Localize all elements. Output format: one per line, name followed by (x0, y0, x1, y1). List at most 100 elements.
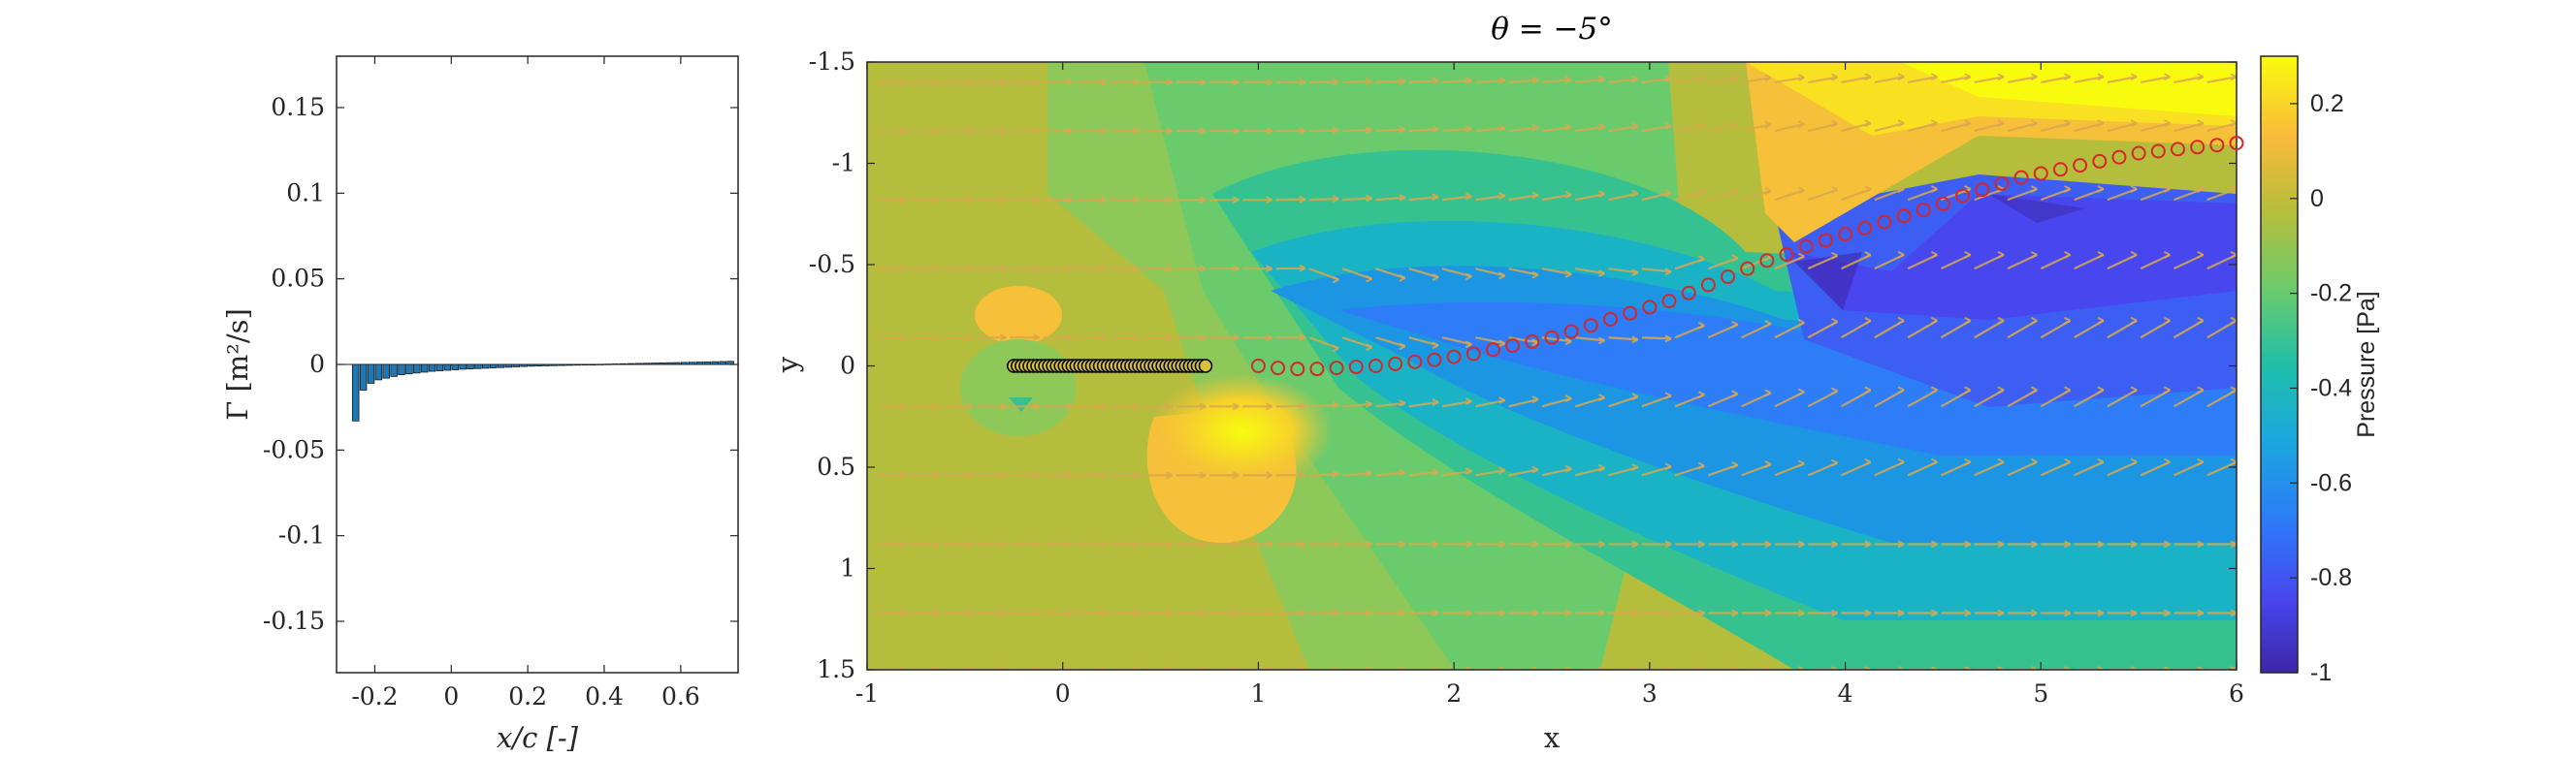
velocity-arrow (1508, 398, 1539, 408)
velocity-arrow (1475, 194, 1505, 202)
velocity-arrow (1608, 268, 1638, 274)
velocity-arrow-head (1864, 386, 1872, 394)
velocity-arrow-head (1332, 540, 1339, 549)
velocity-arrow-head (1465, 124, 1472, 133)
plate-marker (1198, 359, 1213, 373)
wake-marker (1446, 349, 1462, 364)
velocity-arrow-head (1432, 125, 1439, 133)
x-tick-label: 6 (2229, 679, 2244, 708)
velocity-arrow-head (1365, 126, 1372, 134)
velocity-arrow-head (1132, 127, 1140, 135)
field-y-label: y (771, 356, 804, 373)
velocity-arrow (1874, 122, 1905, 133)
velocity-arrow-head (966, 265, 974, 273)
wake-marker (1935, 196, 1950, 211)
x-tick-label: 1 (1250, 679, 1266, 708)
colorbar-tick-label: -0.6 (2310, 469, 2352, 496)
velocity-arrow-head (2097, 386, 2105, 394)
velocity-arrow-head (1199, 265, 1207, 273)
velocity-arrow-head (1731, 121, 1739, 129)
wake-marker (1994, 175, 2010, 191)
velocity-arrow-head (1132, 196, 1140, 205)
velocity-arrow (1308, 129, 1339, 133)
velocity-arrow-head (1465, 540, 1472, 549)
velocity-arrow-head (1731, 460, 1739, 469)
circulation-bar (474, 363, 482, 369)
velocity-arrow-head (1498, 124, 1506, 133)
velocity-arrow-head (1498, 396, 1506, 404)
velocity-arrow-head (966, 540, 974, 549)
velocity-arrow (1342, 472, 1372, 477)
velocity-arrow (1608, 78, 1638, 83)
y-tick-label: -0.5 (809, 250, 855, 278)
velocity-arrow-head (2197, 386, 2205, 394)
velocity-arrow-head (1365, 343, 1372, 352)
velocity-arrow-head (1232, 540, 1240, 549)
velocity-arrow (1342, 402, 1372, 408)
velocity-arrow-head (1332, 126, 1339, 135)
velocity-arrow-head (1299, 332, 1306, 341)
y-tick-label: 0 (840, 352, 855, 380)
velocity-arrow-head (2064, 609, 2071, 617)
circulation-bar (550, 363, 559, 366)
circulation-bar (528, 363, 535, 367)
circulation-bar (642, 363, 651, 365)
circulation-bar (589, 363, 596, 366)
y-tick-label: 0.15 (271, 93, 325, 121)
velocity-arrow-head (2197, 609, 2205, 617)
wake-marker (1368, 359, 1383, 373)
velocity-arrow-head (1199, 333, 1207, 342)
wake-marker (2229, 136, 2244, 151)
velocity-arrow-head (1332, 470, 1339, 479)
circulation-bar (504, 363, 513, 368)
circulation-bar (581, 363, 590, 366)
circulation-bar (627, 363, 635, 365)
velocity-arrow-head (1399, 399, 1406, 407)
velocity-arrow-head (1930, 386, 1938, 394)
velocity-arrow (1475, 398, 1505, 408)
velocity-arrow (1741, 123, 1772, 133)
wake-marker (1525, 333, 1540, 349)
velocity-arrow-head (933, 540, 941, 549)
velocity-arrow (2041, 122, 2071, 133)
velocity-arrow (1575, 336, 1605, 342)
velocity-arrow-head (1631, 122, 1639, 131)
velocity-arrow-head (1831, 458, 1838, 467)
velocity-arrow (2007, 122, 2038, 133)
velocity-arrow (1974, 122, 2005, 133)
velocity-arrow-head (1964, 250, 1972, 259)
velocity-arrow-head (1831, 609, 1838, 617)
velocity-arrow (1408, 470, 1439, 477)
velocity-arrow-head (1797, 186, 1805, 195)
velocity-arrow-head (1465, 272, 1472, 281)
velocity-arrow-head (999, 79, 1007, 86)
velocity-arrow-head (933, 265, 941, 273)
velocity-arrow-head (2130, 540, 2138, 549)
velocity-arrow (2206, 76, 2237, 83)
velocity-arrow-head (966, 471, 974, 480)
velocity-arrow-head (1232, 127, 1240, 135)
velocity-arrow-head (999, 402, 1007, 411)
velocity-arrow-head (1066, 79, 1074, 86)
velocity-arrow-head (1831, 540, 1838, 549)
velocity-arrow-head (1664, 188, 1672, 197)
velocity-arrow-head (999, 333, 1007, 342)
wake-marker (2013, 170, 2029, 185)
wake-marker (1603, 311, 1619, 327)
velocity-arrow-head (1166, 127, 1174, 135)
x-tick-label: 2 (1446, 679, 1462, 708)
velocity-arrow-head (1964, 119, 1972, 128)
x-tick-label: 3 (1642, 679, 1658, 708)
velocity-arrow-head (1432, 609, 1439, 617)
velocity-arrow-head (1266, 471, 1272, 480)
wake-marker (1955, 188, 1971, 204)
velocity-arrow (1408, 336, 1439, 347)
velocity-arrow-head (1432, 77, 1439, 85)
wake-marker (1740, 261, 1755, 276)
velocity-arrow-head (1664, 122, 1672, 130)
velocity-arrow (2206, 122, 2237, 133)
velocity-arrow-head (1266, 333, 1272, 342)
velocity-arrow-head (1498, 192, 1506, 200)
circulation-bar (443, 363, 452, 371)
